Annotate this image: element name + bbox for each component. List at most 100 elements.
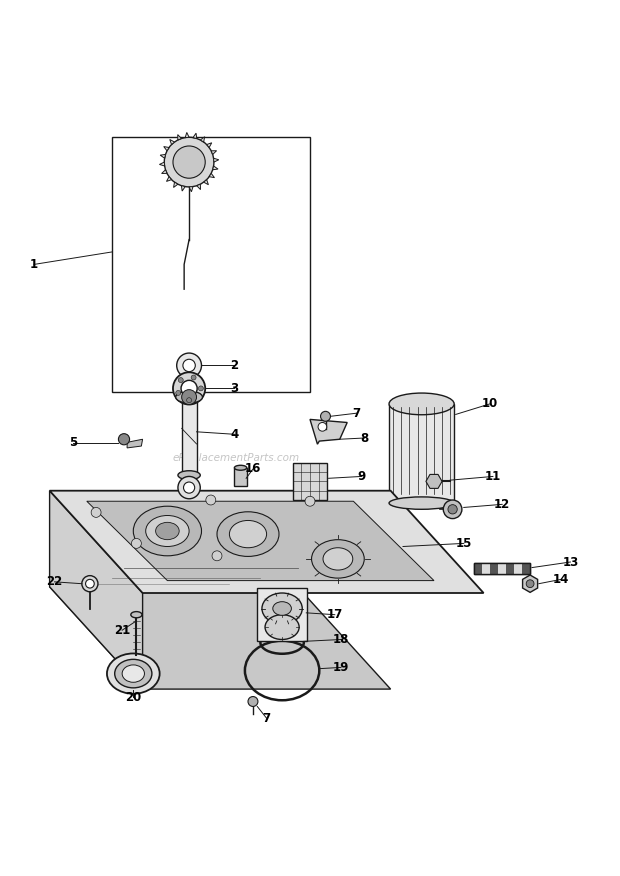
Circle shape [212, 551, 222, 561]
Polygon shape [200, 137, 205, 142]
Ellipse shape [234, 465, 247, 470]
Ellipse shape [389, 497, 454, 509]
Circle shape [443, 500, 462, 519]
Text: 20: 20 [125, 690, 141, 703]
Text: eReplacementParts.com: eReplacementParts.com [172, 453, 299, 463]
Circle shape [198, 386, 203, 391]
Ellipse shape [146, 515, 189, 547]
Circle shape [183, 359, 195, 371]
Ellipse shape [122, 665, 144, 682]
Circle shape [187, 398, 192, 403]
Text: 2: 2 [230, 359, 239, 372]
Circle shape [305, 497, 315, 506]
Polygon shape [182, 186, 185, 191]
Text: 12: 12 [494, 498, 510, 511]
Circle shape [118, 434, 130, 445]
Polygon shape [87, 501, 434, 581]
Polygon shape [127, 439, 143, 448]
Circle shape [164, 138, 214, 187]
Ellipse shape [389, 393, 454, 414]
Circle shape [178, 477, 200, 498]
Bar [257, 589, 307, 641]
Polygon shape [197, 184, 200, 189]
Polygon shape [214, 159, 219, 162]
Text: 7: 7 [352, 406, 361, 420]
Bar [389, 404, 454, 503]
Circle shape [175, 391, 180, 395]
Circle shape [321, 412, 330, 421]
Polygon shape [213, 166, 218, 170]
Circle shape [206, 495, 216, 505]
Polygon shape [50, 491, 143, 689]
Polygon shape [160, 154, 166, 159]
Polygon shape [50, 587, 391, 689]
Text: 14: 14 [553, 573, 569, 586]
Ellipse shape [323, 548, 353, 570]
Text: 10: 10 [482, 398, 498, 410]
Ellipse shape [265, 615, 299, 639]
Ellipse shape [107, 653, 160, 694]
Bar [490, 562, 498, 574]
Circle shape [86, 579, 94, 588]
Circle shape [184, 482, 195, 493]
Text: 21: 21 [114, 624, 130, 637]
Bar [474, 562, 530, 574]
Text: 7: 7 [262, 711, 271, 724]
Bar [506, 562, 514, 574]
Circle shape [191, 375, 196, 380]
Text: 5: 5 [69, 436, 78, 449]
Circle shape [448, 505, 458, 514]
Ellipse shape [156, 522, 179, 540]
Bar [522, 562, 530, 574]
Circle shape [182, 390, 197, 405]
Polygon shape [206, 143, 211, 147]
Circle shape [173, 372, 205, 405]
Circle shape [173, 146, 205, 178]
Polygon shape [164, 146, 169, 151]
Bar [498, 562, 506, 574]
Polygon shape [178, 135, 182, 140]
Polygon shape [167, 177, 172, 181]
Text: 9: 9 [357, 470, 366, 483]
Text: 15: 15 [456, 537, 472, 550]
Ellipse shape [229, 520, 267, 548]
Bar [182, 397, 197, 475]
Circle shape [91, 507, 101, 518]
Ellipse shape [175, 391, 203, 403]
Polygon shape [204, 180, 208, 185]
Ellipse shape [115, 660, 152, 688]
Ellipse shape [311, 540, 365, 578]
Circle shape [318, 422, 327, 431]
Text: 18: 18 [333, 633, 349, 646]
Polygon shape [211, 151, 216, 154]
Polygon shape [174, 182, 178, 187]
Polygon shape [185, 132, 189, 138]
Polygon shape [50, 491, 484, 593]
Text: 17: 17 [327, 608, 343, 621]
Polygon shape [159, 162, 164, 166]
Bar [474, 562, 482, 574]
Circle shape [131, 539, 141, 548]
Ellipse shape [273, 602, 291, 615]
Bar [293, 463, 327, 500]
Text: 16: 16 [245, 463, 261, 476]
Text: 11: 11 [485, 470, 501, 483]
Ellipse shape [178, 470, 200, 480]
Bar [234, 468, 247, 486]
Ellipse shape [133, 506, 202, 555]
Text: 13: 13 [562, 555, 578, 569]
Circle shape [179, 378, 184, 383]
Polygon shape [523, 575, 538, 592]
Circle shape [181, 380, 197, 397]
Bar [112, 138, 310, 392]
Text: 4: 4 [230, 427, 239, 441]
Bar [474, 562, 530, 574]
Bar [482, 562, 490, 574]
Circle shape [82, 576, 98, 592]
Text: 22: 22 [46, 576, 63, 589]
Circle shape [526, 580, 534, 588]
Polygon shape [189, 187, 193, 192]
Ellipse shape [131, 611, 142, 618]
Text: 19: 19 [333, 661, 349, 674]
Text: 8: 8 [360, 432, 369, 444]
